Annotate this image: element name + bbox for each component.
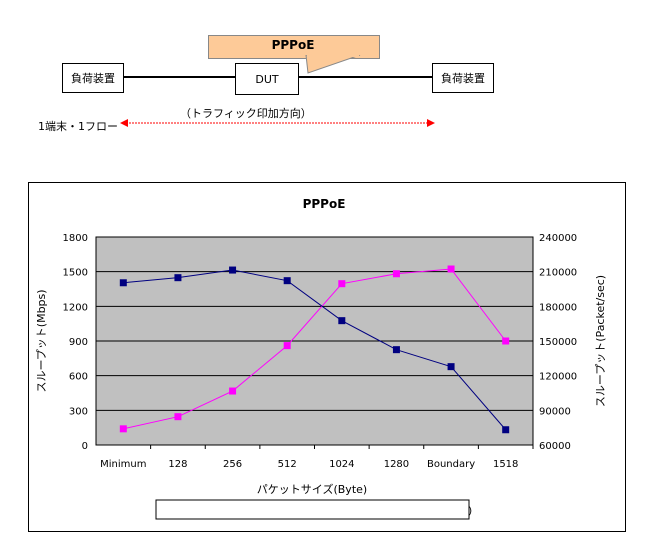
y2-tick-label: 210000 <box>539 268 577 279</box>
y2-tick-label: 240000 <box>539 233 577 244</box>
chart: PPPoE パケットサイズ(Byte) スループット(Mbps) スループット(… <box>28 182 626 532</box>
y-tick-label: 600 <box>69 372 88 383</box>
x-tick-label: 1024 <box>329 459 354 470</box>
data-point <box>283 277 291 285</box>
traffic-arrow <box>120 119 435 127</box>
data-point <box>174 413 182 421</box>
x-tick-label: 512 <box>278 459 297 470</box>
data-point <box>229 266 237 274</box>
data-point <box>447 363 455 371</box>
chart-svg: PPPoE パケットサイズ(Byte) スループット(Mbps) スループット(… <box>35 197 607 520</box>
data-point <box>338 317 346 325</box>
y2-tick-label: 90000 <box>539 406 571 417</box>
data-point <box>338 280 346 288</box>
data-point <box>447 265 455 273</box>
y2-axis-label: スループット(Packet/sec) <box>594 275 607 407</box>
y-tick-label: 300 <box>69 406 88 417</box>
callout <box>208 35 380 59</box>
flow-label: 1端末・1フロー <box>38 120 118 133</box>
x-tick-label: 1518 <box>493 459 518 470</box>
y2-tick-label: 180000 <box>539 302 577 313</box>
y-tick-label: 1500 <box>63 268 88 279</box>
y-tick-label: 900 <box>69 337 88 348</box>
left-load-device: 負荷装置 <box>62 63 124 93</box>
y2-tick-label: 150000 <box>539 337 577 348</box>
data-point <box>119 279 127 287</box>
data-point <box>502 426 510 434</box>
chart-title: PPPoE <box>303 197 346 211</box>
data-point <box>392 270 400 278</box>
x-tick-label: 1280 <box>384 459 409 470</box>
x-tick-label: 256 <box>223 459 242 470</box>
y-axis-label: スループット(Mbps) <box>35 289 48 392</box>
y-tick-label: 1200 <box>63 302 88 313</box>
data-point <box>119 425 127 433</box>
callout-text: PPPoE <box>271 38 315 52</box>
y2-tick-label: 60000 <box>539 441 571 452</box>
series-line <box>123 268 507 430</box>
data-point <box>174 274 182 282</box>
x-tick-label: Minimum <box>100 459 146 470</box>
y-tick-label: 1800 <box>63 233 88 244</box>
data-point <box>283 342 291 350</box>
right-load-device: 負荷装置 <box>432 63 494 93</box>
data-point <box>392 346 400 354</box>
y-tick-label: 0 <box>82 441 88 452</box>
x-tick-label: Boundary <box>427 459 475 470</box>
data-point <box>229 387 237 395</box>
legend <box>155 499 470 520</box>
dut-box: DUT <box>235 63 299 95</box>
x-tick-label: 128 <box>168 459 187 470</box>
series-line <box>123 269 507 431</box>
data-point <box>502 337 510 345</box>
y2-tick-label: 120000 <box>539 372 577 383</box>
direction-label: （トラフィック印加方向） <box>180 107 312 120</box>
callout-tail <box>305 55 361 74</box>
x-axis-label: パケットサイズ(Byte) <box>257 482 367 496</box>
